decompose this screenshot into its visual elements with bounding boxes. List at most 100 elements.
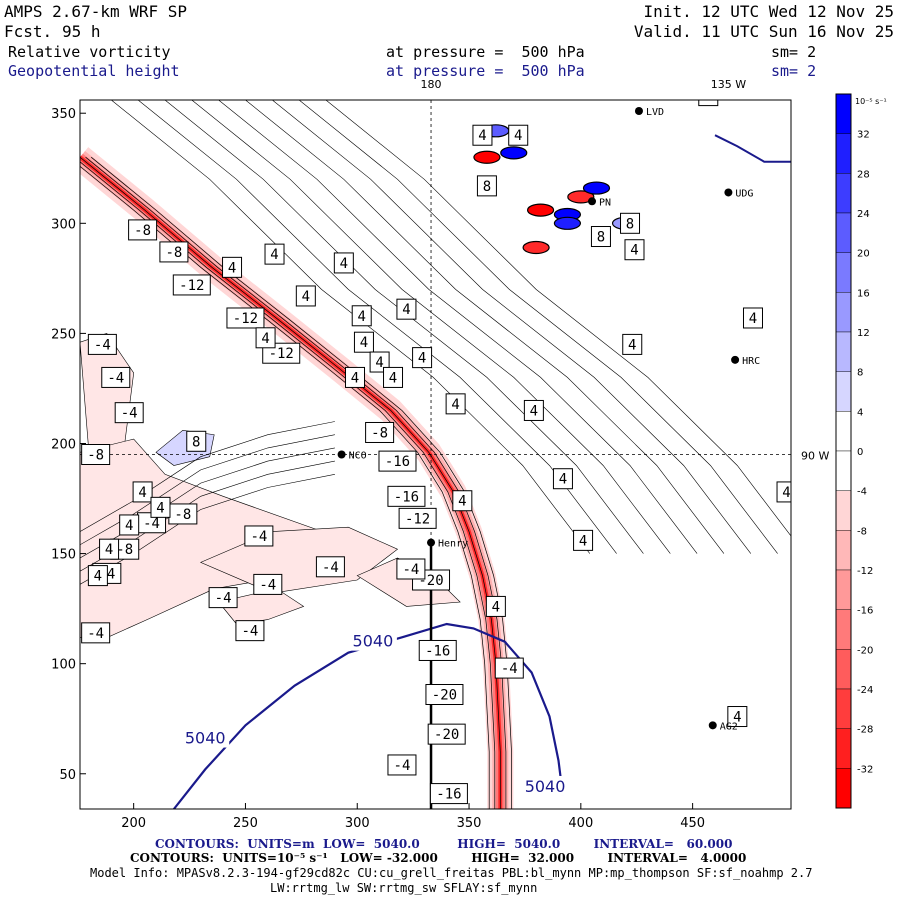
vorticity-contour-label: 4 — [228, 260, 236, 276]
field1-smoothing: sm= 2 — [771, 43, 817, 61]
vorticity-contour-label: 8 — [192, 434, 200, 450]
vorticity-contour-label: -4 — [94, 337, 111, 353]
vorticity-label-box — [427, 723, 466, 745]
vorticity-contour-label: 4 — [579, 533, 587, 549]
colorbar-segment — [835, 569, 852, 610]
y-tick-label: 50 — [59, 768, 76, 783]
vorticity-band-contour-0 — [80, 165, 490, 809]
colorbar-units: 10⁻⁵ s⁻¹ — [855, 97, 887, 106]
vorticity-contour-label: -12 — [179, 278, 204, 294]
vorticity-contour-label: -4 — [259, 577, 276, 593]
colorbar-level-label: 0 — [857, 447, 863, 458]
colorbar-segment — [835, 292, 852, 333]
colorbar-level-label: -16 — [857, 606, 873, 617]
vorticity-label-box — [387, 754, 417, 776]
colorbar-segment — [835, 530, 852, 571]
height-label-bg-0 — [181, 727, 230, 748]
vorticity-label-box — [429, 783, 468, 805]
height-label-bg-1 — [348, 630, 397, 651]
vorticity-contour-label: 8 — [597, 230, 605, 246]
vorticity-label-box — [383, 366, 404, 388]
vorticity-contour-label: -16 — [385, 454, 410, 470]
colorbar-level-label: 28 — [857, 169, 870, 180]
vorticity-contour-label: 4 — [105, 542, 113, 558]
x-tick-label: 400 — [568, 816, 593, 831]
vorticity-label-box — [264, 243, 285, 265]
vorticity-contour-label: -4 — [87, 626, 104, 642]
vorticity-label-box — [132, 481, 153, 503]
station-label: AG2 — [720, 721, 738, 732]
vorticity-label-box — [523, 399, 544, 421]
colorbar-level-label: -32 — [857, 764, 873, 775]
station-label: Henry — [438, 539, 468, 550]
y-tick-label: 300 — [51, 217, 76, 232]
vorticity-contour-label: 4 — [94, 569, 102, 585]
background-contour-line-8 — [325, 100, 791, 537]
vorticity-label-box — [253, 573, 283, 595]
west-contour-line-4 — [80, 421, 335, 532]
vorticity-contour-label: 4 — [270, 247, 278, 263]
vorticity-contour-label: 4 — [357, 309, 365, 325]
vorticity-label-box — [396, 298, 417, 320]
colorbar-level-label: -28 — [857, 725, 873, 736]
field2-name: Geopotential height — [8, 62, 180, 80]
model-info-physics: LW:rrtmg_lw SW:rrtmg_sw SFLAY:sf_mynn — [270, 881, 538, 895]
vorticity-contour-label: 4 — [530, 403, 538, 419]
vorticity-label-box — [87, 333, 117, 355]
vorticity-label-box — [472, 124, 493, 146]
vorticity-label-box — [255, 327, 276, 349]
vorticity-contour-label: -4 — [250, 529, 267, 545]
vorticity-contour-label: -4 — [215, 591, 232, 607]
height-contour-5040 — [173, 622, 564, 809]
colorbar-level-label: 24 — [857, 209, 870, 220]
colorbar-level-label: 20 — [857, 249, 870, 260]
vorticity-contour-label: 4 — [630, 243, 638, 259]
vorticity-contour-label: 4 — [156, 500, 164, 516]
vorticity-label-box — [412, 347, 433, 369]
vorticity-contour-label: 4 — [704, 89, 712, 105]
convective-vorticity-cell-5 — [582, 181, 611, 195]
vorticity-contour-label: 8 — [626, 216, 634, 232]
background-contour-line-6 — [272, 100, 752, 554]
vorticity-contour-label: 4 — [628, 337, 636, 353]
vorticity-label-box — [315, 556, 345, 578]
vorticity-label-box — [698, 100, 719, 107]
vorticity-label-box — [222, 256, 243, 278]
vorticity-label-box — [235, 620, 265, 642]
model-title: AMPS 2.67-km WRF SP — [4, 2, 188, 21]
station-label: UDG — [735, 188, 753, 199]
y-tick-label: 350 — [51, 107, 76, 122]
background-contour-line-4 — [218, 100, 698, 554]
vorticity-contour-label: 4 — [451, 397, 459, 413]
vorticity-label-box — [87, 565, 108, 587]
x-tick-label: 300 — [345, 816, 370, 831]
vorticity-contour-label: 4 — [559, 472, 567, 488]
west-contour-line-2 — [80, 447, 335, 559]
station-marker — [724, 188, 733, 197]
vorticity-label-box — [99, 538, 120, 560]
field1-name: Relative vorticity — [8, 43, 171, 61]
vorticity-contour-label: -8 — [174, 507, 191, 523]
vorticity-label-box — [387, 485, 426, 507]
vorticity-label-box — [101, 366, 131, 388]
colorbar-level-label: 4 — [857, 407, 863, 418]
colorbar-segment — [835, 490, 852, 531]
vorticity-label-box — [425, 684, 464, 706]
height-contour-label: 5040 — [185, 729, 226, 748]
colorbar-segment — [835, 252, 852, 293]
vorticity-contour-label: 4 — [492, 599, 500, 615]
vorticity-contour-label: -4 — [241, 624, 258, 640]
colorbar-level-label: -8 — [857, 526, 867, 537]
station-label: NCO — [349, 451, 367, 462]
vorticity-contour-label: -4 — [143, 516, 160, 532]
convective-vorticity-cell-1 — [500, 146, 528, 160]
forecast-label: Fcst. — [4, 22, 53, 41]
station-marker — [634, 107, 643, 116]
y-tick-label: 150 — [51, 548, 76, 563]
station-marker — [731, 355, 740, 364]
colorbar-frame — [835, 93, 852, 809]
vorticity-contour-label: 4 — [733, 710, 741, 726]
colorbar-segment — [835, 688, 852, 729]
background-contour-line-2 — [164, 100, 644, 554]
convective-vorticity-cell-2 — [526, 203, 555, 217]
